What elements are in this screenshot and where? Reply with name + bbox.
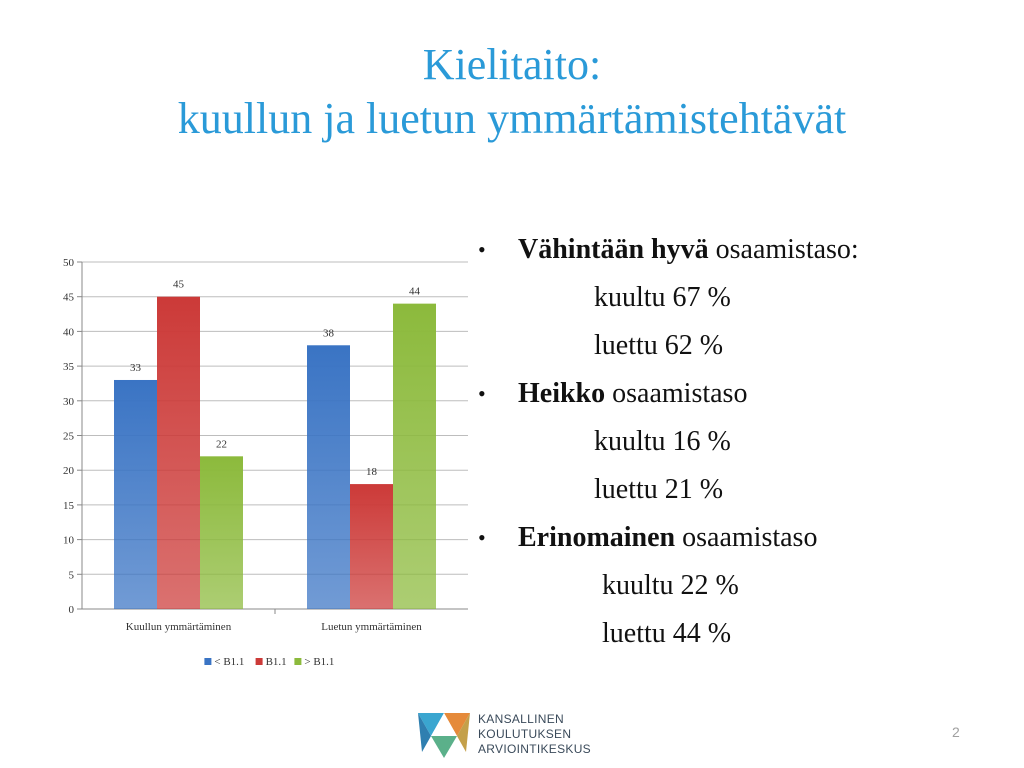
bullet-item-1: • Vähintään hyvä osaamistaso: [478, 226, 1018, 274]
y-tick-label: 30 [63, 396, 75, 408]
legend-swatch [294, 658, 302, 665]
slide-title-line1: Kielitaito: [422, 40, 602, 89]
x-tick-label: Luetun ymmärtäminen [321, 621, 422, 633]
y-tick-label: 10 [63, 535, 75, 547]
bullet-item-2: • Heikko osaamistaso [478, 370, 1018, 418]
y-tick-label: 35 [63, 361, 75, 373]
legend-label: B1.1 [266, 656, 287, 668]
data-label: 44 [409, 286, 421, 298]
bullet-bold-text: Erinomainen [518, 522, 676, 553]
legend-swatch [204, 658, 212, 665]
data-label: 38 [323, 327, 335, 339]
bullet-marker: • [478, 381, 486, 406]
y-tick-label: 15 [63, 500, 75, 512]
legend-label: > B1.1 [304, 656, 334, 668]
y-tick-label: 45 [63, 292, 75, 304]
bar-chart: 0 5 10 15 20 25 30 35 40 45 50 33 45 22 Kuullun ymmärt… [63, 257, 468, 668]
logo: KANSALLINEN KOULUTUKSEN ARVIOINTIKESKUS [418, 708, 598, 764]
bullet-marker: • [478, 525, 486, 550]
logo-icon [418, 713, 470, 758]
bar [350, 484, 393, 609]
bar [200, 456, 243, 609]
bullet-text: osaamistaso: [708, 234, 859, 265]
bullet-text: osaamistaso [605, 378, 748, 409]
data-label: 33 [130, 362, 142, 374]
sub-item: kuultu 16 % [594, 426, 731, 457]
data-label: 18 [366, 466, 378, 478]
y-tick-label: 25 [63, 431, 75, 443]
legend-swatch [255, 658, 263, 665]
sub-item: luettu 44 % [602, 618, 732, 649]
page-number: 2 [952, 724, 960, 740]
sub-item: kuultu 67 % [594, 282, 731, 313]
sub-item: luettu 21 % [594, 474, 724, 505]
bar [157, 296, 200, 609]
logo-text-line1: KANSALLINEN [478, 712, 564, 726]
logo-text: KANSALLINEN KOULUTUKSEN ARVIOINTIKESKUS [478, 712, 591, 757]
bullet-item-3: • Erinomainen osaamistaso [478, 514, 1018, 562]
data-label: 22 [216, 438, 227, 450]
bullet-text: osaamistaso [675, 522, 818, 553]
sub-item: luettu 62 % [594, 330, 724, 361]
logo-text-line2: KOULUTUKSEN [478, 727, 572, 741]
bar [393, 303, 436, 609]
y-tick-label: 0 [69, 604, 75, 616]
bar [114, 379, 157, 609]
bullet-bold-text: Vähintään hyvä [518, 234, 709, 265]
bullet-list: • Vähintään hyvä osaamistaso: kuultu 67 … [478, 226, 1018, 658]
bar [307, 345, 350, 609]
sub-item: kuultu 22 % [602, 570, 739, 601]
y-tick-label: 20 [63, 465, 75, 477]
y-tick-label: 50 [63, 257, 75, 269]
x-tick-label: Kuullun ymmärtäminen [126, 621, 232, 633]
legend-label: < B1.1 [214, 656, 244, 668]
slide-title: Kielitaito: kuullun ja luetun ymmärtämis… [0, 38, 1024, 146]
logo-text-line3: ARVIOINTIKESKUS [478, 742, 591, 756]
bullet-bold-text: Heikko [518, 378, 606, 409]
y-tick-label: 40 [63, 326, 75, 338]
slide-title-line2: kuullun ja luetun ymmärtämistehtävät [177, 94, 847, 143]
data-label: 45 [173, 279, 185, 291]
y-tick-label: 5 [69, 569, 75, 581]
bullet-marker: • [478, 237, 486, 262]
